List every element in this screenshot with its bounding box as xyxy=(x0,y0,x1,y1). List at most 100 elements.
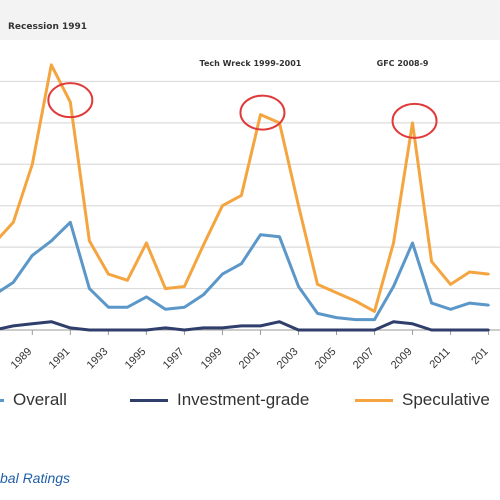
point-investment_grade-2013 xyxy=(487,328,490,332)
point-overall-1988 xyxy=(12,281,15,284)
point-speculative-1996 xyxy=(164,287,167,290)
point-investment_grade-1994 xyxy=(126,328,129,332)
x-tick-label-2011: 2011 xyxy=(427,346,452,371)
point-speculative-1993 xyxy=(107,272,110,276)
legend-swatch-overall xyxy=(0,398,4,402)
point-investment_grade-2004 xyxy=(316,328,319,332)
point-speculative-1990 xyxy=(50,63,53,67)
point-overall-1991 xyxy=(69,221,72,224)
point-investment_grade-2006 xyxy=(354,328,357,332)
annotation-recession-1991: Recession 1991 xyxy=(8,22,88,32)
x-tick-label-1995: 1995 xyxy=(123,346,149,372)
point-investment_grade-1999 xyxy=(221,326,224,330)
point-overall-2009 xyxy=(411,241,414,245)
point-overall-1992 xyxy=(88,287,91,290)
point-speculative-1994 xyxy=(126,279,129,282)
point-overall-1995 xyxy=(145,295,148,299)
point-speculative-2013 xyxy=(487,272,490,276)
annotation-label-2009: GFC 2008-9 xyxy=(377,59,429,68)
legend-item-speculative: Speculative xyxy=(355,386,490,414)
x-tick-label-1991: 1991 xyxy=(47,346,73,372)
point-investment_grade-1992 xyxy=(88,328,91,332)
point-overall-2004 xyxy=(316,312,319,315)
point-investment_grade-1997 xyxy=(183,328,186,332)
highlight-circle-2001 xyxy=(239,94,286,131)
point-overall-2001 xyxy=(259,233,262,236)
annotation-label-2001: Tech Wreck 1999-2001 xyxy=(200,59,302,68)
point-investment_grade-2010 xyxy=(430,328,433,332)
legend-item-overall: Overall xyxy=(0,386,67,414)
point-overall-1989 xyxy=(31,254,34,257)
x-tick-label-1997: 1997 xyxy=(161,346,187,372)
legend-label-overall: Overall xyxy=(13,390,67,409)
x-tick-label-2013: 201 xyxy=(469,346,490,367)
series-line-overall xyxy=(0,220,489,322)
x-tick-label-2001: 2001 xyxy=(237,346,263,372)
point-investment_grade-2000 xyxy=(240,324,243,328)
point-speculative-1992 xyxy=(88,239,91,243)
point-speculative-2012 xyxy=(468,270,471,274)
x-tick-label-1989: 1989 xyxy=(9,346,35,372)
point-speculative-1997 xyxy=(183,285,186,288)
point-speculative-1989 xyxy=(31,163,34,166)
point-overall-2013 xyxy=(487,303,490,307)
default-rate-line-chart: 1989 1991 1993 1995 1997 1999 2001 2003 2005 2007… xyxy=(0,59,500,372)
point-overall-2012 xyxy=(468,301,471,305)
point-overall-1999 xyxy=(221,272,224,276)
legend-label-investment-grade: Investment-grade xyxy=(177,390,310,409)
point-speculative-2000 xyxy=(240,194,243,197)
point-speculative-2011 xyxy=(449,283,452,286)
point-overall-1998 xyxy=(202,293,205,296)
point-speculative-2008 xyxy=(392,241,395,245)
point-investment_grade-2007 xyxy=(373,328,376,332)
highlight-circle-1991 xyxy=(47,82,94,119)
chart-header-band xyxy=(0,0,500,40)
point-investment_grade-2009 xyxy=(411,322,414,325)
point-investment_grade-1988 xyxy=(12,324,15,328)
series-line-investment_grade xyxy=(0,320,489,332)
point-overall-2007 xyxy=(373,318,376,321)
point-speculative-2005 xyxy=(335,291,338,294)
point-speculative-1988 xyxy=(12,221,15,224)
highlight-circle-2009 xyxy=(391,102,438,139)
legend-item-investment-grade: Investment-grade xyxy=(130,386,309,414)
point-investment_grade-2005 xyxy=(335,328,338,332)
point-investment_grade-2002 xyxy=(278,320,281,323)
point-speculative-2007 xyxy=(373,310,376,313)
x-tick-label-1993: 1993 xyxy=(85,346,111,372)
point-speculative-1999 xyxy=(221,204,224,207)
point-investment_grade-2011 xyxy=(449,328,452,332)
source-caption: bal Ratings xyxy=(0,470,71,486)
point-overall-2002 xyxy=(278,235,281,238)
x-tick-label-2007: 2007 xyxy=(351,346,377,372)
point-overall-2003 xyxy=(297,285,300,288)
x-tick-label-2005: 2005 xyxy=(313,346,339,372)
point-overall-2011 xyxy=(449,308,452,311)
point-overall-2006 xyxy=(354,318,357,321)
x-tick-label-2009: 2009 xyxy=(389,346,415,372)
legend-swatch-speculative xyxy=(355,398,393,402)
x-tick-label-1999: 1999 xyxy=(199,346,225,372)
point-speculative-1995 xyxy=(145,241,148,245)
point-speculative-2004 xyxy=(316,283,319,286)
point-speculative-2003 xyxy=(297,204,300,207)
point-overall-2005 xyxy=(335,316,338,319)
point-investment_grade-1989 xyxy=(31,322,34,325)
point-investment_grade-1993 xyxy=(107,328,110,332)
point-speculative-1998 xyxy=(202,243,205,247)
point-speculative-1991 xyxy=(69,100,72,104)
legend-swatch-investment-grade xyxy=(130,398,168,402)
point-overall-2008 xyxy=(392,285,395,288)
point-overall-1994 xyxy=(126,306,129,309)
point-speculative-2006 xyxy=(354,299,357,303)
point-investment_grade-1998 xyxy=(202,326,205,330)
point-investment_grade-2012 xyxy=(468,328,471,332)
x-tick-label-2003: 2003 xyxy=(275,346,301,372)
point-investment_grade-1995 xyxy=(145,328,148,332)
point-investment_grade-2003 xyxy=(297,328,300,332)
point-overall-1990 xyxy=(50,239,53,243)
point-investment_grade-2008 xyxy=(392,320,395,323)
legend-label-speculative: Speculative xyxy=(402,390,490,409)
point-speculative-2010 xyxy=(430,260,433,263)
point-overall-1996 xyxy=(164,308,167,311)
